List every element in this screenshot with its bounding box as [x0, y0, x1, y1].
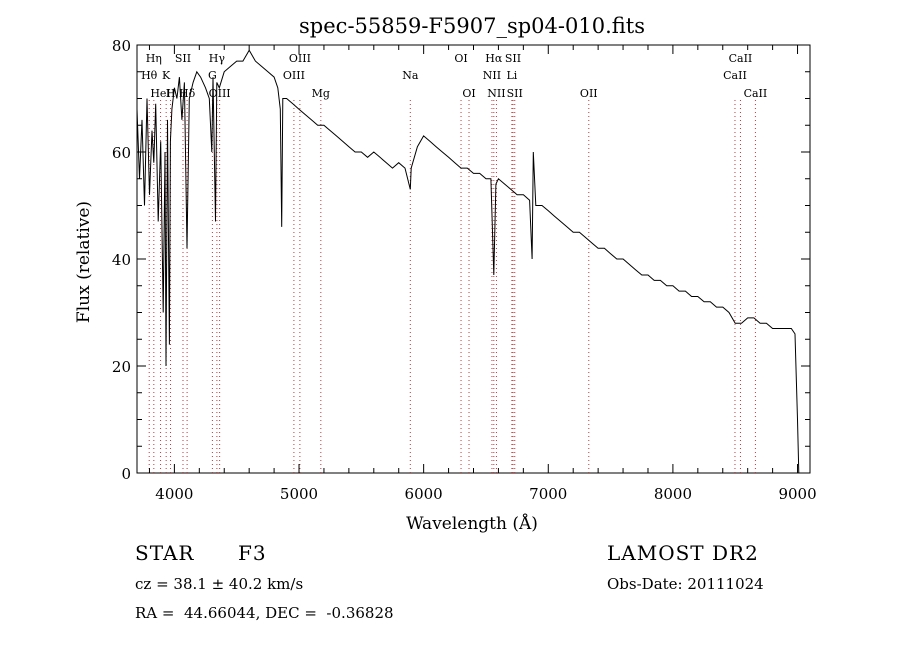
y-tick-label: 80 — [112, 37, 131, 55]
line-label: K — [162, 69, 171, 82]
spectrum-layer — [136, 49, 800, 474]
y-tick-label: 40 — [112, 251, 131, 269]
x-tick-label: 7000 — [529, 485, 567, 503]
line-label: OII — [580, 87, 598, 100]
object-class: STAR — [135, 541, 195, 565]
line-label: Hη — [146, 52, 162, 65]
line-label: Hγ — [209, 52, 226, 65]
spectrum-chart: spec-55859-F5907_sp04-010.fits 4000 5000 6… — [74, 14, 817, 534]
line-label: H — [166, 87, 176, 100]
line-label: OIII — [289, 52, 311, 65]
line-label: NII — [487, 87, 505, 100]
redshift-readout: cz = 38.1 ± 40.2 km/s — [135, 575, 304, 593]
line-label: HeI — [150, 87, 170, 100]
x-tick-label: 9000 — [778, 485, 816, 503]
y-axis-label: Flux (relative) — [74, 201, 94, 323]
line-label: Hα — [485, 52, 503, 65]
chart-title: spec-55859-F5907_sp04-010.fits — [299, 14, 645, 38]
line-label: CaII — [744, 87, 768, 100]
line-label: Li — [506, 69, 517, 82]
x-axis-label: Wavelength (Å) — [406, 513, 538, 534]
y-tick-label: 0 — [121, 465, 131, 483]
coordinates-readout: RA = 44.66044, DEC = -0.36828 — [135, 604, 394, 622]
line-label: CaII — [723, 69, 747, 82]
line-marker-layer — [148, 100, 756, 473]
line-label: OI — [454, 52, 467, 65]
object-subclass: F3 — [238, 541, 267, 565]
observation-date: Obs-Date: 20111024 — [607, 575, 764, 593]
x-tick-label: 6000 — [405, 485, 443, 503]
spectrum-line — [136, 49, 800, 474]
plot-frame — [136, 44, 811, 474]
line-label: G — [208, 69, 217, 82]
line-label: OI — [462, 87, 475, 100]
line-label: SII — [175, 52, 191, 65]
line-label: OIII — [209, 87, 231, 100]
line-label: NII — [483, 69, 501, 82]
line-label: SII — [507, 87, 523, 100]
survey-name: LAMOST DR2 — [607, 541, 759, 565]
line-label: Mg — [312, 87, 330, 100]
tick-layer: 4000 5000 6000 7000 8000 9000 0 20 40 60 80 — [112, 37, 817, 503]
line-label: SII — [505, 52, 521, 65]
y-tick-label: 60 — [112, 144, 131, 162]
x-tick-label: 4000 — [155, 485, 193, 503]
line-label: Na — [402, 69, 419, 82]
x-tick-label: 8000 — [654, 485, 692, 503]
line-label: Hδ — [179, 87, 196, 100]
line-label: OIII — [283, 69, 305, 82]
x-tick-label: 5000 — [280, 485, 318, 503]
y-tick-label: 20 — [112, 358, 131, 376]
line-label: CaII — [729, 52, 753, 65]
line-label: Hθ — [141, 69, 158, 82]
